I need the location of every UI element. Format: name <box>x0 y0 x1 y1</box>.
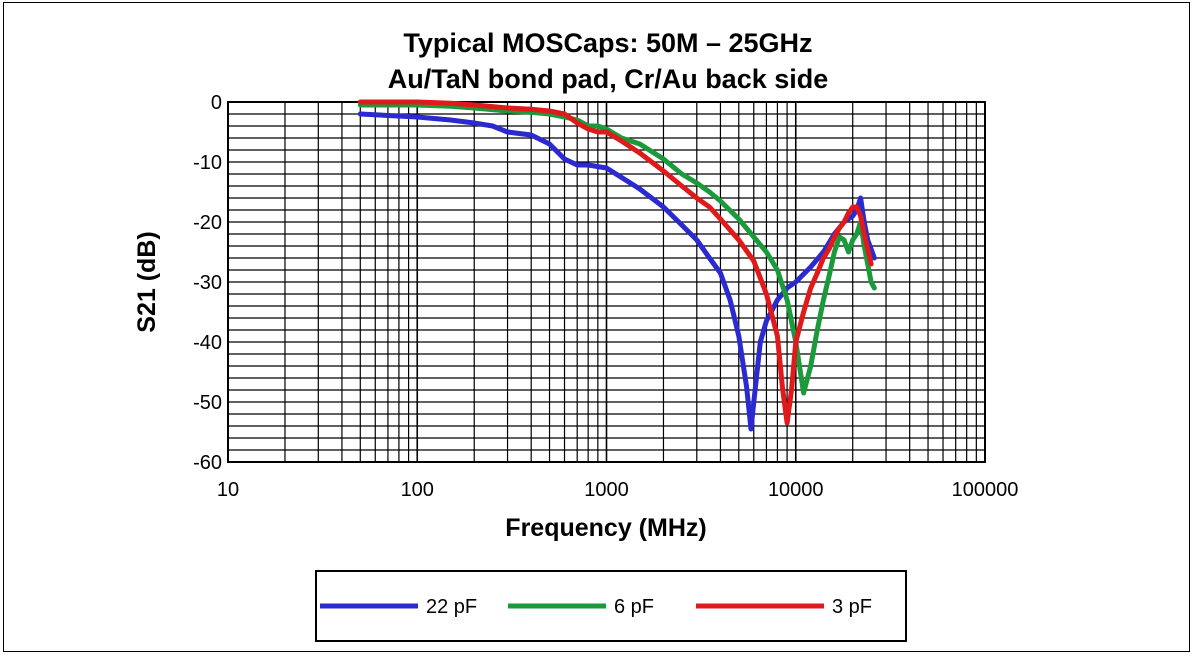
series-lines <box>357 99 877 432</box>
y-tick-label: -10 <box>193 152 222 174</box>
y-tick-label: -30 <box>193 272 222 294</box>
x-tick-label: 10 <box>217 479 239 501</box>
chart-subtitle: Au/TaN bond pad, Cr/Au back side <box>388 64 829 94</box>
legend: 22 pF 6 pF 3 pF <box>315 570 907 642</box>
series-line-22pf <box>357 111 877 432</box>
y-tick-label: -20 <box>193 212 222 234</box>
legend-label-3pf: 3 pF <box>832 596 872 618</box>
y-axis-title: S21 (dB) <box>133 231 161 332</box>
y-tick-label: -60 <box>193 452 222 474</box>
x-tick-label: 100 <box>401 479 434 501</box>
x-tick-label: 10000 <box>768 479 824 501</box>
tick-labels: 0 -10 -20 -30 -40 -50 -60 10 100 1000 10000 100000 <box>193 92 1018 501</box>
chart-frame <box>3 2 1190 652</box>
y-tick-label: -40 <box>193 332 222 354</box>
x-tick-label: 1000 <box>584 479 629 501</box>
y-tick-label: -50 <box>193 392 222 414</box>
series-line-6pf <box>357 102 877 396</box>
series-line-3pf <box>357 99 874 426</box>
chart-title: Typical MOSCaps: 50M – 25GHz <box>403 28 812 58</box>
y-tick-label: 0 <box>211 92 222 114</box>
legend-label-6pf: 6 pF <box>614 596 654 618</box>
x-tick-label: 100000 <box>952 479 1019 501</box>
legend-label-22pf: 22 pF <box>426 596 477 618</box>
plot-area-border <box>227 101 986 463</box>
x-axis-title: Frequency (MHz) <box>505 514 706 542</box>
